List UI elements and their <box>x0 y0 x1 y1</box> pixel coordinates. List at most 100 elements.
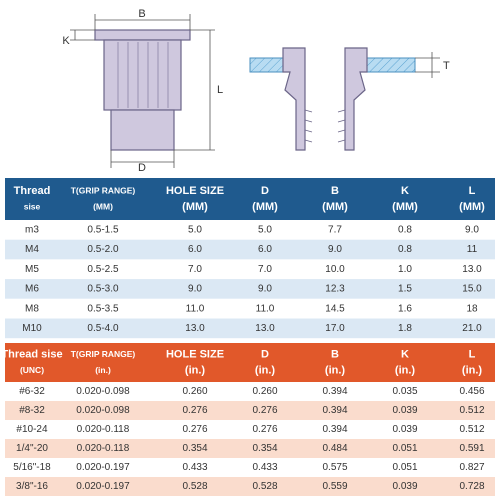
table-cell: 0.433 <box>182 462 207 473</box>
table-cell: 0.827 <box>459 462 484 473</box>
header-cell: (in.) <box>462 364 482 376</box>
table-cell: 0.020-0.197 <box>76 481 130 492</box>
wall <box>282 47 306 151</box>
table-cell: 10.0 <box>325 264 345 275</box>
table-cell: 11.0 <box>186 303 205 314</box>
dim-label: K <box>62 35 70 47</box>
dim-label: T <box>443 60 450 72</box>
table-cell: 11.0 <box>256 303 275 314</box>
table-cell: 0.394 <box>322 386 347 397</box>
header-cell: HOLE SIZE <box>166 348 224 360</box>
table-cell: 1.8 <box>398 323 412 334</box>
table-cell: 0.020-0.118 <box>77 424 130 435</box>
table-row <box>5 298 495 319</box>
table-cell: 5/16"-18 <box>13 462 51 473</box>
installed-section: T <box>249 47 450 151</box>
table-cell: 7.0 <box>188 264 202 275</box>
table-cell: 18 <box>466 303 478 314</box>
header-cell: B <box>331 348 339 360</box>
header-cell: (MM) <box>93 201 113 211</box>
table-header <box>5 343 495 382</box>
table-cell: M10 <box>22 323 42 334</box>
header-cell: (in.) <box>95 365 111 375</box>
table-row <box>5 382 495 401</box>
table-cell: 3/8"-16 <box>16 481 48 492</box>
spec-tables: Thread sise T(GRIP RANGE) (MM) HOLE SIZE (MM)… <box>1 178 495 496</box>
table-cell: 15.0 <box>462 284 482 295</box>
table-cell: 0.260 <box>252 386 277 397</box>
table-cell: 7.7 <box>328 224 342 235</box>
table-cell: 0.484 <box>322 443 347 454</box>
table-cell: 0.456 <box>459 386 484 397</box>
table-cell: 0.5-3.0 <box>87 284 119 295</box>
header-cell: (MM) <box>392 201 418 213</box>
header-cell: (MM) <box>459 201 485 213</box>
header-cell: L <box>469 185 476 197</box>
table-cell: 13.0 <box>462 264 482 275</box>
shank <box>110 109 175 151</box>
table-cell: 0.276 <box>252 424 277 435</box>
table-cell: 0.5-1.5 <box>87 224 119 235</box>
table-cell: 0.276 <box>182 424 207 435</box>
header-cell: Thread sise <box>1 348 62 360</box>
table-cell: 0.020-0.098 <box>76 386 130 397</box>
header-cell: (in.) <box>185 364 205 376</box>
table-cell: 1.6 <box>398 303 412 314</box>
table-cell: m3 <box>25 224 39 235</box>
table-row <box>5 401 495 420</box>
table-cell: 0.039 <box>392 424 417 435</box>
header-cell: K <box>401 348 409 360</box>
table-cell: #6-32 <box>19 386 45 397</box>
flange <box>94 29 191 41</box>
table-cell: 9.0 <box>328 244 342 255</box>
header-cell: T(GRIP RANGE) <box>71 349 136 359</box>
table-row <box>5 439 495 458</box>
table-cell: 7.0 <box>258 264 272 275</box>
header-cell: L <box>469 348 476 360</box>
table-cell: 0.051 <box>392 462 417 473</box>
table-cell: 6.0 <box>188 244 202 255</box>
table-cell: 0.591 <box>459 443 484 454</box>
table-cell: 0.276 <box>182 405 207 416</box>
table-cell: 0.728 <box>459 481 484 492</box>
table-cell: 0.020-0.118 <box>77 443 130 454</box>
header-cell: (UNC) <box>20 365 44 375</box>
table-cell: 0.260 <box>182 386 207 397</box>
table-cell: 0.8 <box>398 224 412 235</box>
wall <box>344 47 368 151</box>
table-cell: 6.0 <box>258 244 272 255</box>
table-cell: 0.512 <box>459 424 484 435</box>
table-cell: 21.0 <box>462 323 482 334</box>
header-cell: (in.) <box>325 364 345 376</box>
table-row <box>5 420 495 439</box>
table-row <box>5 239 495 260</box>
table-cell: 0.5-2.5 <box>87 264 119 275</box>
table-cell: 0.039 <box>392 481 417 492</box>
table-cell: 0.394 <box>322 405 347 416</box>
table-cell: 17.0 <box>325 323 345 334</box>
header-cell: T(GRIP RANGE) <box>71 185 136 195</box>
table-cell: M5 <box>25 264 39 275</box>
table-row <box>5 279 495 299</box>
table-cell: 0.512 <box>459 405 484 416</box>
header-cell: Thread <box>14 185 51 197</box>
table-cell: 0.394 <box>322 424 347 435</box>
table-cell: M4 <box>25 244 39 255</box>
dim-label: B <box>138 8 145 20</box>
header-cell: (MM) <box>322 201 348 213</box>
table-cell: 13.0 <box>185 323 205 334</box>
header-cell: sise <box>24 201 41 211</box>
table-cell: 1.5 <box>398 284 412 295</box>
table-cell: 0.5-2.0 <box>87 244 119 255</box>
table-cell: M6 <box>25 284 39 295</box>
header-cell: (MM) <box>182 201 208 213</box>
dim-label: D <box>138 162 146 174</box>
table-row <box>5 318 495 339</box>
table-cell: 11 <box>467 244 478 255</box>
table-cell: 9.0 <box>258 284 272 295</box>
header-cell: D <box>261 348 269 360</box>
table-row <box>5 458 495 477</box>
table-cell: 0.276 <box>252 405 277 416</box>
header-cell: B <box>331 185 339 197</box>
table-header <box>5 178 495 220</box>
